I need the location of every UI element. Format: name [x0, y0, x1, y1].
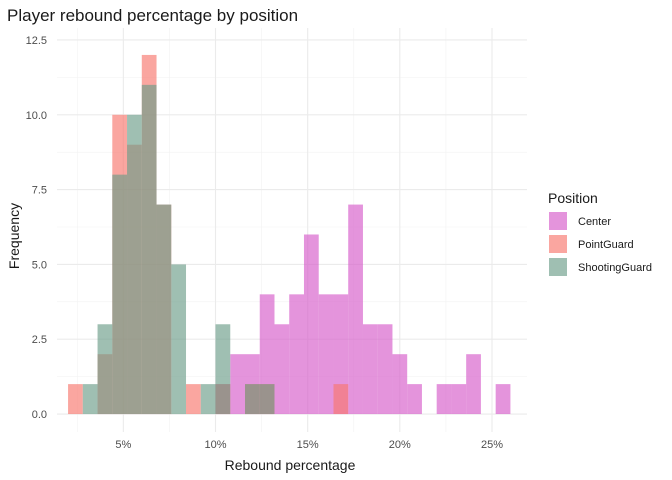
y-tick-label: 12.5 [26, 35, 47, 47]
histogram-bar [362, 324, 378, 415]
legend-title: Position [548, 190, 598, 206]
legend-items: Center PointGuard ShootingGuard [548, 211, 652, 277]
legend-item: Center [548, 211, 611, 231]
legend-swatch [549, 258, 567, 276]
histogram-bar [466, 354, 481, 415]
histogram-bar [127, 114, 142, 415]
histogram-bar [112, 174, 128, 415]
x-tick-label: 15% [297, 439, 319, 451]
x-tick-label: 25% [481, 439, 503, 451]
histogram-bar [451, 384, 467, 415]
legend-label: PointGuard [578, 239, 634, 251]
histogram-bar [141, 84, 157, 415]
histogram-bar [82, 384, 98, 415]
histogram-bar [97, 324, 113, 415]
histogram-bar [259, 294, 275, 415]
histogram-bar [495, 384, 511, 415]
histogram-bar [68, 384, 83, 415]
histogram-bar [289, 294, 304, 415]
histogram-bar [318, 294, 334, 415]
y-axis-ticks: 0.0 2.5 5.0 7.5 10.0 12.5 [26, 35, 47, 421]
series-ShootingGuard [82, 84, 275, 415]
legend-label: ShootingGuard [578, 262, 652, 274]
legend-swatch [549, 212, 567, 230]
histogram-bar [156, 204, 172, 415]
histogram-bar [215, 324, 231, 415]
x-axis-ticks: 5% 10% 15% 20% 25% [115, 439, 503, 451]
legend-swatch [549, 235, 567, 253]
chart-title: Player rebound percentage by position [7, 6, 298, 25]
y-tick-label: 0.0 [32, 409, 47, 421]
histogram-bar [333, 294, 349, 415]
y-tick-label: 7.5 [32, 185, 47, 197]
histogram-bar [171, 264, 187, 415]
histogram-bar [407, 384, 422, 415]
histogram-bar [230, 354, 245, 415]
histogram-bar [200, 384, 216, 415]
histogram-bar [245, 384, 260, 415]
histogram-bar [186, 384, 201, 415]
histogram-bar [392, 354, 408, 415]
histogram-bar [377, 324, 393, 415]
y-axis-title: Frequency [6, 203, 22, 269]
y-tick-label: 10.0 [26, 110, 47, 122]
y-tick-label: 5.0 [32, 259, 47, 271]
y-tick-label: 2.5 [32, 334, 47, 346]
x-tick-label: 5% [115, 439, 131, 451]
legend-item: ShootingGuard [548, 257, 652, 277]
histogram-bar [436, 384, 452, 415]
histogram-bar [333, 384, 349, 415]
legend-label: Center [578, 216, 611, 228]
histogram-bar [259, 384, 275, 415]
legend: Position Center PointGuard ShootingGuard [548, 190, 652, 277]
histogram-bar [274, 324, 290, 415]
x-axis-title: Rebound percentage [225, 457, 356, 473]
histogram-bar [348, 204, 363, 415]
x-tick-label: 20% [389, 439, 411, 451]
histogram-bar [303, 234, 319, 415]
series-Center [215, 204, 511, 415]
x-tick-label: 10% [204, 439, 226, 451]
histogram-bars [68, 54, 511, 415]
legend-item: PointGuard [548, 234, 634, 254]
